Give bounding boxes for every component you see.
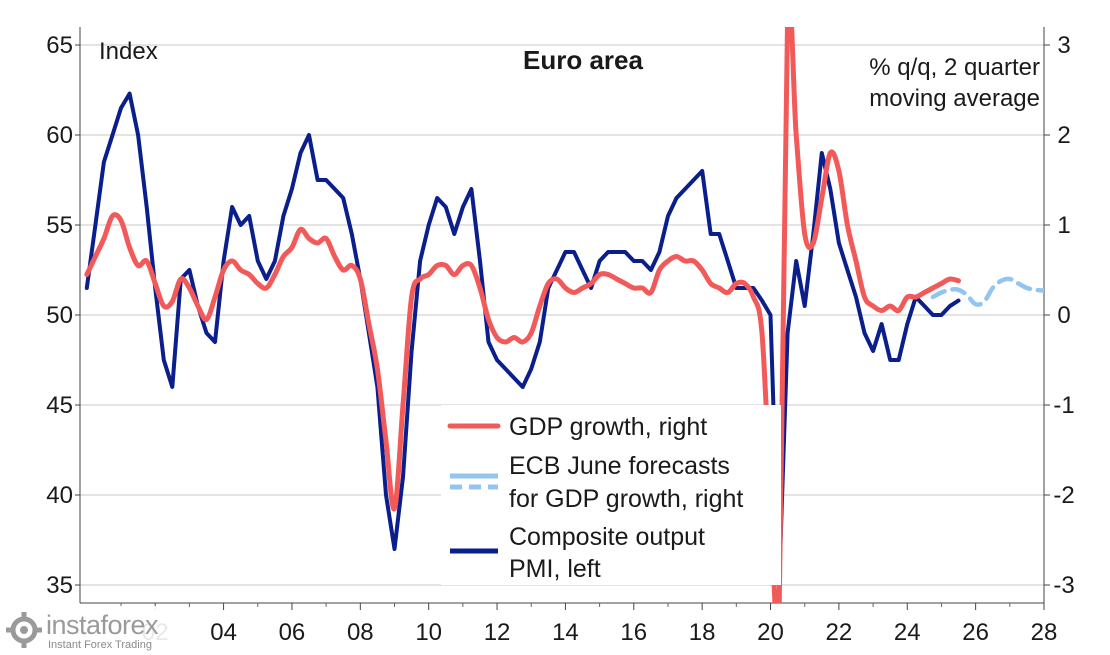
x-tick-16: 16 <box>620 619 647 646</box>
watermark: instaforex Instant Forex Trading <box>0 606 180 655</box>
legend-label-pmi-line2: PMI, left <box>509 555 601 583</box>
x-tick-08: 08 <box>347 619 374 646</box>
chart-title: Euro area <box>523 45 643 75</box>
tick-labels: 35404550556065-3-2-101230204060810121416… <box>46 32 1074 646</box>
x-tick-14: 14 <box>552 619 579 646</box>
x-tick-12: 12 <box>484 619 511 646</box>
right-axis-label-line1: % q/q, 2 quarter <box>869 54 1040 81</box>
watermark-name: instaforex <box>46 610 159 640</box>
series-line-gdp <box>84 27 961 603</box>
y-left-tick-65: 65 <box>46 32 73 59</box>
x-tick-04: 04 <box>210 619 237 646</box>
x-tick-22: 22 <box>826 619 853 646</box>
series-line-ecb-forecast <box>930 276 1044 307</box>
right-axis-label-line2: moving average <box>869 85 1040 112</box>
legend-label-pmi-line1: Composite output <box>509 523 705 551</box>
x-tick-28: 28 <box>1031 619 1058 646</box>
y-left-tick-60: 60 <box>46 122 73 149</box>
x-tick-26: 26 <box>962 619 989 646</box>
x-tick-20: 20 <box>757 619 784 646</box>
legend: GDP growth, right ECB June forecasts for… <box>441 405 781 585</box>
axes <box>75 27 1050 610</box>
legend-background <box>441 405 781 585</box>
y-left-tick-50: 50 <box>46 302 73 329</box>
y-left-tick-35: 35 <box>46 572 73 599</box>
x-tick-10: 10 <box>415 619 442 646</box>
legend-label-ecb-line1: ECB June forecasts <box>509 452 730 480</box>
instaforex-logo-icon <box>6 612 42 648</box>
y-right-tick-2: 2 <box>1057 122 1070 149</box>
y-right-tick--2: -2 <box>1053 482 1074 509</box>
y-left-tick-40: 40 <box>46 482 73 509</box>
x-tick-24: 24 <box>894 619 921 646</box>
y-left-tick-55: 55 <box>46 212 73 239</box>
y-right-tick-1: 1 <box>1057 212 1070 239</box>
watermark-tagline: Instant Forex Trading <box>48 639 152 651</box>
x-tick-06: 06 <box>279 619 306 646</box>
y-right-tick-0: 0 <box>1057 302 1070 329</box>
y-right-tick--3: -3 <box>1053 572 1074 599</box>
legend-label-gdp: GDP growth, right <box>509 413 707 441</box>
x-tick-18: 18 <box>689 619 716 646</box>
y-right-tick-3: 3 <box>1057 32 1070 59</box>
series-layer <box>84 27 1044 603</box>
y-right-tick--1: -1 <box>1053 392 1074 419</box>
legend-label-ecb-line2: for GDP growth, right <box>509 485 743 513</box>
y-left-tick-45: 45 <box>46 392 73 419</box>
left-axis-label: Index <box>99 38 158 65</box>
